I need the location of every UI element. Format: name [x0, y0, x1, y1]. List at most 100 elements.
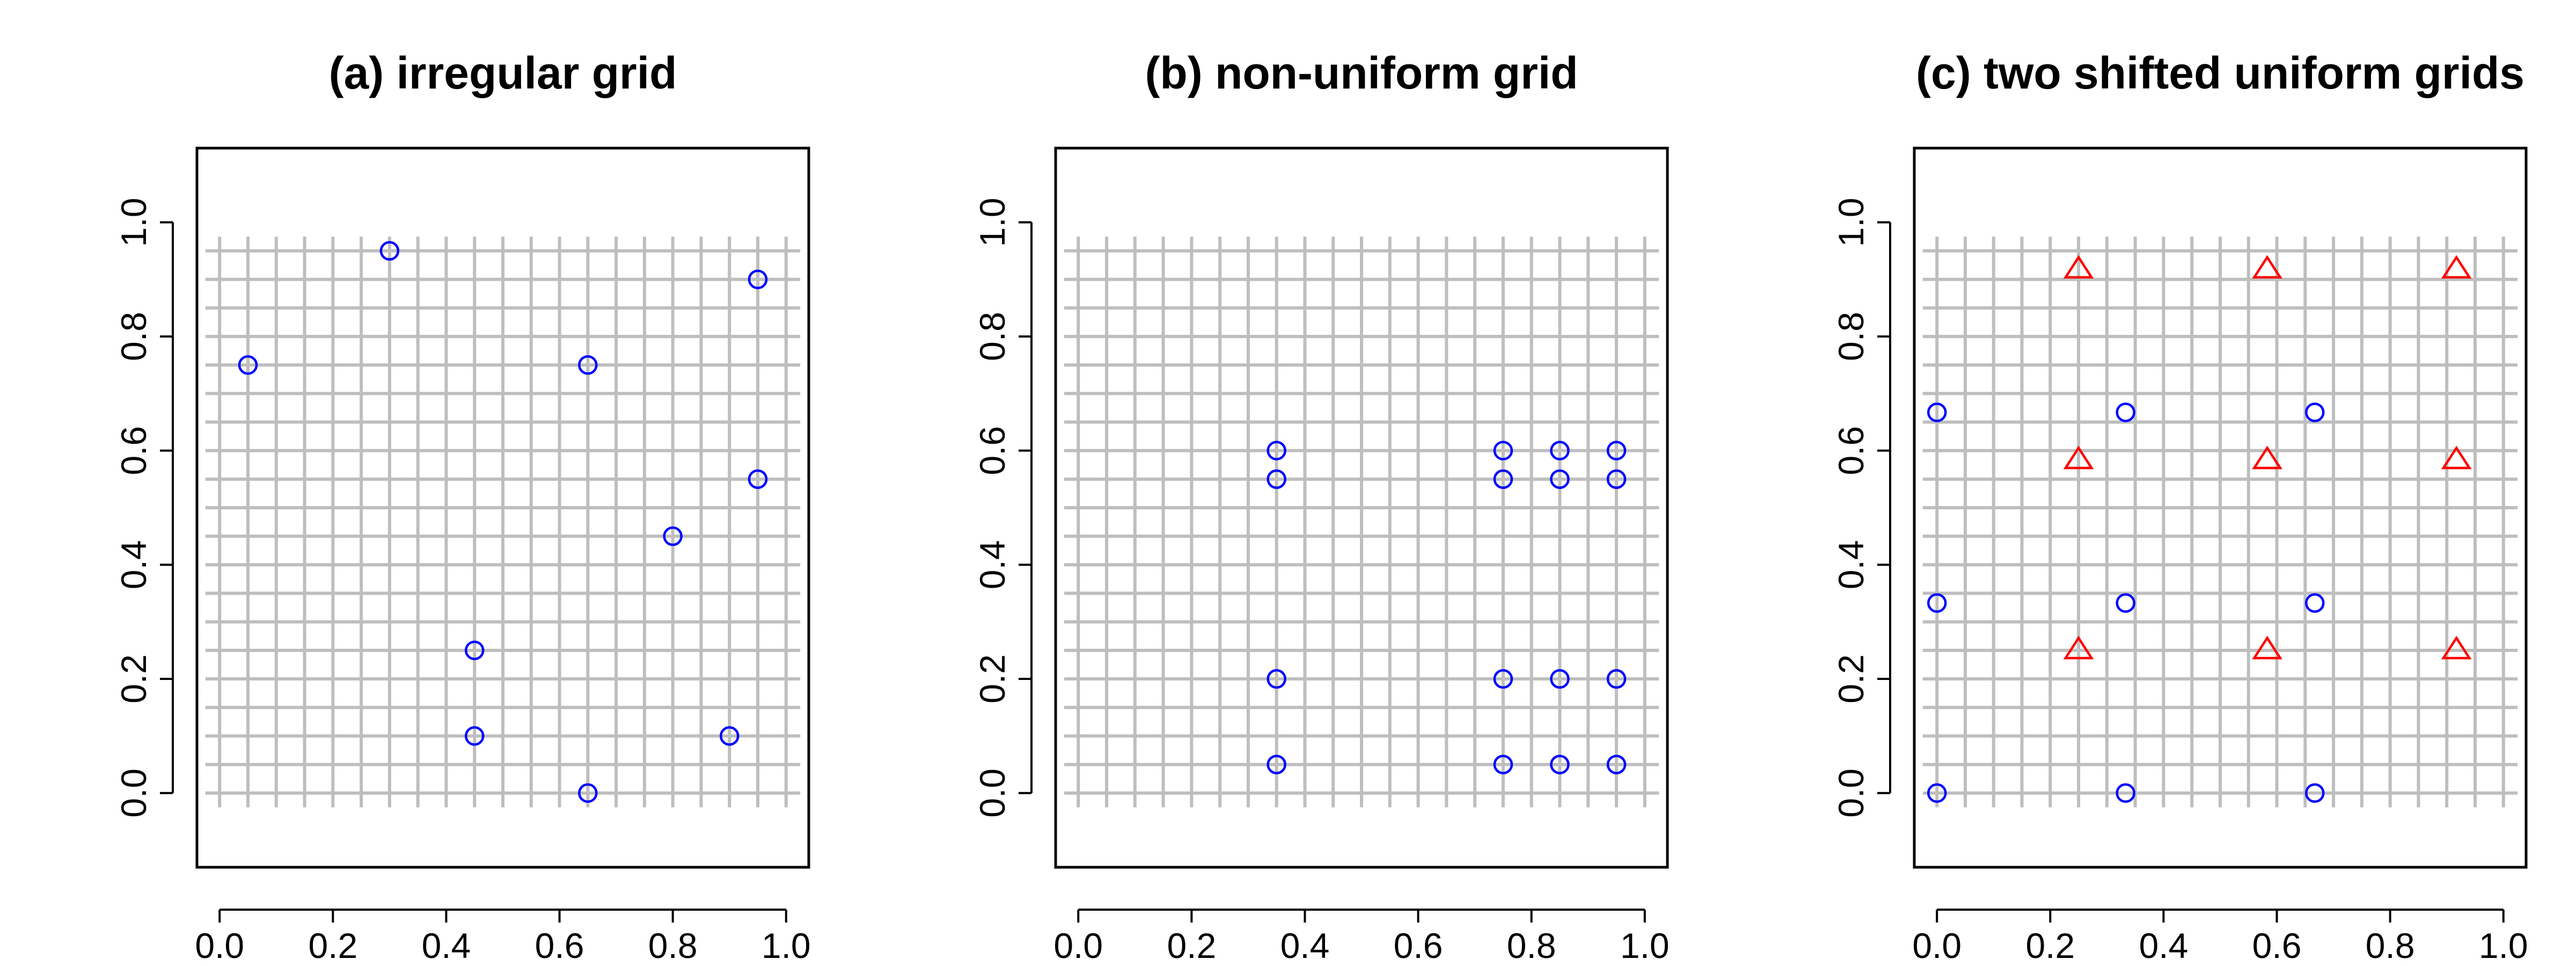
- data-point-circle: [2116, 593, 2135, 613]
- y-tick-label: 0.8: [972, 312, 1012, 361]
- data-point-circle: [1493, 441, 1513, 460]
- data-point-circle: [1550, 469, 1570, 489]
- data-point-circle: [1267, 441, 1286, 460]
- data-point-circle: [1550, 669, 1570, 689]
- x-tick-label: 0.2: [308, 926, 357, 965]
- panel-c-title: (c) two shifted uniform grids: [1916, 48, 2524, 98]
- x-tick-label: 0.6: [2252, 926, 2302, 965]
- data-point-circle: [2305, 402, 2325, 422]
- y-tick-label: 1.0: [114, 197, 153, 247]
- y-tick-label: 0.0: [972, 769, 1012, 818]
- data-point-triangle: [2252, 255, 2282, 279]
- y-tick-label: 1.0: [1831, 197, 1871, 247]
- data-point-circle: [2305, 783, 2325, 803]
- x-tick-label: 0.0: [195, 926, 244, 965]
- panel-b-title: (b) non-uniform grid: [1145, 48, 1578, 98]
- data-point-circle: [748, 469, 768, 489]
- data-point-circle: [1550, 441, 1570, 460]
- x-tick-label: 0.2: [1167, 926, 1216, 965]
- x-tick-label: 0.8: [1507, 926, 1556, 965]
- x-tick-label: 0.4: [1280, 926, 1330, 965]
- panel-b-plot-box: [1054, 147, 1669, 869]
- panel-a-grid: [205, 236, 801, 808]
- data-point-circle: [238, 355, 258, 375]
- data-point-circle: [464, 726, 485, 746]
- panel-b-axes: 0.0 0.0 0.2 0.2 0.4 0.4 0.6 0.6 0.8 0.8 1.0 1.0: [972, 197, 1670, 965]
- panel-a-points: [238, 241, 768, 803]
- data-point-triangle: [2441, 445, 2472, 470]
- panel-a-axes: 0.0 0.0 0.2 0.2 0.4 0.4 0.6 0.6 0.8 0.8 1.0 1.0: [114, 197, 811, 965]
- data-point-circle: [1267, 669, 1286, 689]
- y-tick-label: 0.2: [114, 654, 153, 704]
- x-tick-label: 0.4: [422, 926, 471, 965]
- data-point-circle: [2305, 593, 2325, 613]
- data-point-triangle: [2252, 635, 2282, 660]
- data-point-circle: [1267, 755, 1286, 774]
- x-tick-label: 0.0: [1053, 926, 1103, 965]
- y-tick-label: 0.0: [114, 769, 153, 818]
- x-tick-label: 0.2: [2025, 926, 2075, 965]
- panel-c-points: [1927, 255, 2472, 803]
- panel-c-plot-box: [1913, 147, 2528, 869]
- data-point-circle: [578, 355, 598, 375]
- data-point-circle: [719, 726, 740, 746]
- data-point-triangle: [2441, 255, 2472, 279]
- x-tick-label: 0.0: [1912, 926, 1962, 965]
- panel-c: (c) two shifted uniform grids 0.00.00.20…: [1831, 48, 2528, 965]
- data-point-circle: [578, 783, 598, 803]
- data-point-circle: [663, 526, 683, 546]
- panel-c-grid: [1922, 236, 2518, 808]
- y-tick-label: 0.4: [972, 540, 1012, 589]
- y-tick-label: 0.8: [114, 312, 153, 361]
- data-point-circle: [1927, 593, 1947, 613]
- panel-a-title: (a) irregular grid: [329, 48, 677, 98]
- y-tick-label: 0.2: [1831, 654, 1871, 704]
- data-point-circle: [379, 241, 400, 261]
- x-tick-label: 0.8: [2366, 926, 2415, 965]
- x-tick-label: 0.6: [1394, 926, 1443, 965]
- data-point-circle: [1927, 402, 1947, 422]
- data-point-triangle: [2441, 635, 2472, 660]
- data-point-triangle: [2063, 445, 2094, 470]
- y-tick-label: 0.2: [972, 654, 1012, 704]
- data-point-circle: [1493, 469, 1513, 489]
- data-point-circle: [2116, 783, 2135, 803]
- data-point-circle: [1550, 755, 1570, 774]
- x-tick-label: 0.8: [648, 926, 698, 965]
- y-tick-label: 0.0: [1831, 769, 1871, 818]
- y-tick-label: 0.4: [114, 540, 153, 589]
- y-tick-label: 0.6: [114, 426, 153, 475]
- data-point-circle: [748, 269, 768, 289]
- y-tick-label: 0.6: [972, 426, 1012, 475]
- x-tick-label: 0.4: [2139, 926, 2189, 965]
- data-point-circle: [1606, 755, 1627, 774]
- data-point-circle: [1606, 669, 1627, 689]
- panel-a-plot-box: [195, 147, 810, 869]
- data-point-triangle: [2063, 255, 2094, 279]
- y-tick-label: 0.4: [1831, 540, 1871, 589]
- y-tick-label: 0.8: [1831, 312, 1871, 361]
- panel-b-points: [1267, 441, 1627, 774]
- data-point-circle: [1493, 755, 1513, 774]
- data-point-circle: [1606, 469, 1627, 489]
- data-point-circle: [1927, 783, 1947, 803]
- data-point-circle: [1493, 669, 1513, 689]
- x-tick-label: 0.6: [535, 926, 584, 965]
- y-tick-label: 0.6: [1831, 426, 1871, 475]
- panel-b: (b) non-uniform grid 0.00.00.20.20.40.40…: [972, 48, 1670, 965]
- data-point-circle: [464, 640, 485, 661]
- x-tick-label: 1.0: [1620, 926, 1670, 965]
- data-point-triangle: [2063, 635, 2094, 660]
- panel-b-grid: [1064, 236, 1659, 808]
- data-point-triangle: [2252, 445, 2282, 470]
- panel-a: (a) irregular grid 0.0 0.0 0.2 0.2 0.4 0.4 0.6…: [114, 48, 811, 965]
- x-tick-label: 1.0: [2479, 926, 2528, 965]
- y-tick-label: 1.0: [972, 197, 1012, 247]
- data-point-circle: [1606, 441, 1627, 460]
- panel-c-axes: 0.0 0.0 0.2 0.2 0.4 0.4 0.6 0.6 0.8 0.8 1.0 1.0: [1831, 197, 2528, 965]
- data-point-circle: [2116, 402, 2135, 422]
- data-point-circle: [1267, 469, 1286, 489]
- x-tick-label: 1.0: [762, 926, 811, 965]
